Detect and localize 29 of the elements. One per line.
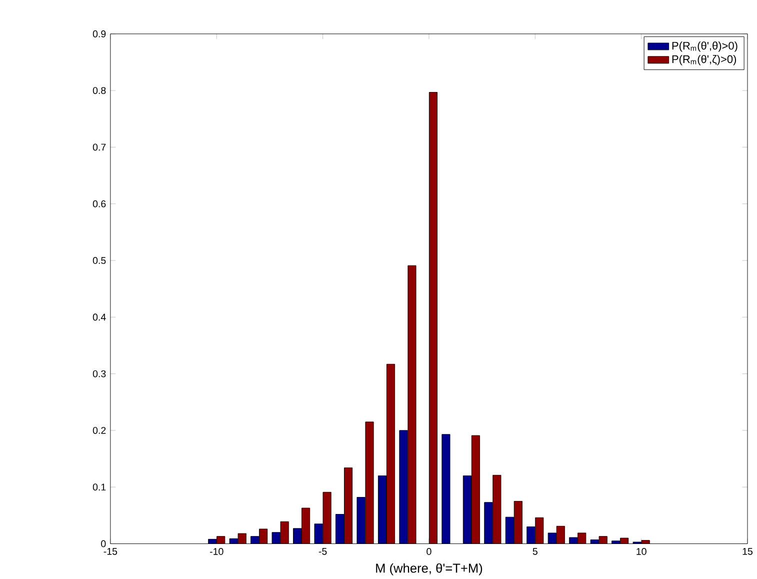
y-tick-label: 0.3 xyxy=(92,370,106,378)
x-axis-title: M (where, θ'=T+M) xyxy=(376,563,482,576)
bar xyxy=(505,516,514,544)
x-tick-label: 10 xyxy=(636,548,646,555)
x-tick-label: 5 xyxy=(532,548,538,555)
bar xyxy=(336,514,344,544)
bar xyxy=(428,92,438,544)
bar xyxy=(484,502,493,544)
x-tick-label: 0 xyxy=(426,548,432,555)
bar xyxy=(526,526,536,544)
y-tick-label: 0.4 xyxy=(92,313,106,320)
y-tick-label: 0.6 xyxy=(92,200,106,208)
bar xyxy=(314,523,323,544)
y-tick-label: 0.7 xyxy=(92,144,106,150)
y-tick-label: 0.1 xyxy=(92,483,106,490)
y-tick-label: 0.8 xyxy=(92,86,106,94)
y-tick-label: 0.5 xyxy=(92,256,106,264)
legend-label: P(R$_{m}$(θ',θ)>0) xyxy=(672,41,738,52)
y-tick-label: 0 xyxy=(101,540,106,547)
x-tick-label: -10 xyxy=(210,548,224,555)
x-tick-label: -5 xyxy=(318,548,327,555)
x-tick-label: 15 xyxy=(742,548,753,555)
bar xyxy=(272,532,280,544)
x-tick-label: -15 xyxy=(104,548,118,555)
legend-label: P(R$_{m}$(θ',ζ)>0) xyxy=(672,54,736,66)
y-tick-label: 0.9 xyxy=(92,30,106,38)
bar xyxy=(462,475,472,544)
y-tick-label: 0.2 xyxy=(92,426,106,434)
bar xyxy=(378,475,387,544)
